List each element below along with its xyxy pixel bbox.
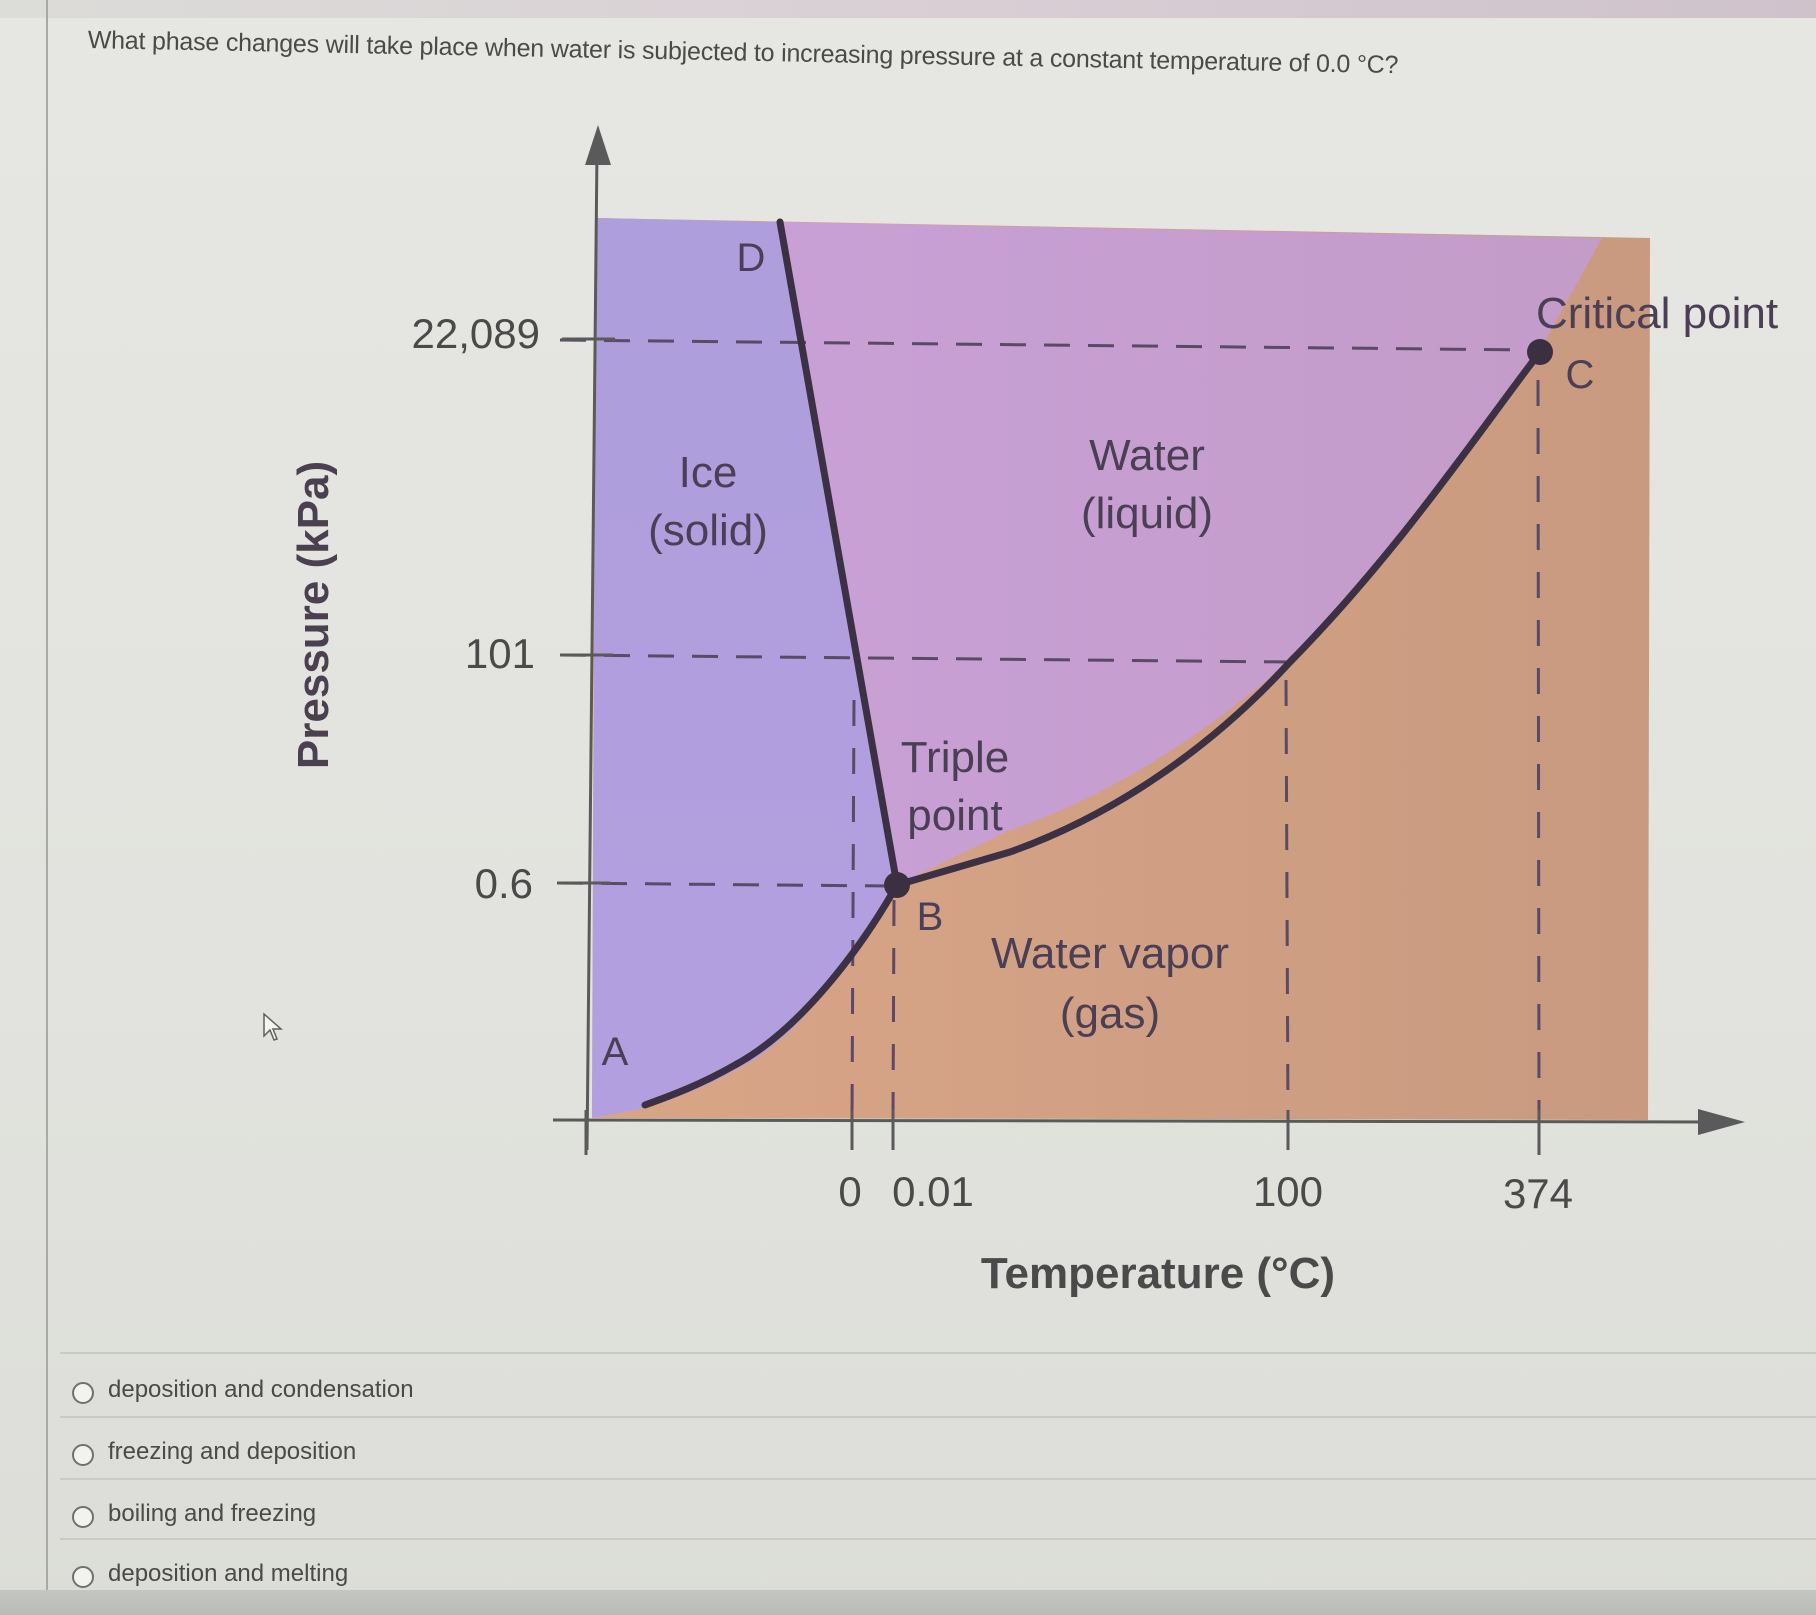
option-deposition-condensation[interactable]: deposition and condensation (60, 1362, 1816, 1422)
solid-label: (solid) (648, 506, 768, 555)
y-tick-label-101: 101 (465, 630, 535, 677)
triple-point-marker (884, 872, 910, 898)
melting-curve (776, 218, 901, 889)
y-axis-arrow (585, 125, 611, 165)
vaporization-curve (893, 348, 1544, 889)
answer-options: deposition and condensation freezing and… (60, 1340, 1816, 1615)
point-c-label: C (1566, 353, 1595, 397)
option-label[interactable]: deposition and melting (108, 1560, 349, 1587)
point-b-label: B (917, 895, 944, 939)
x-tick-label-0-01: 0.01 (892, 1168, 974, 1215)
dash-100c (1284, 679, 1290, 1119)
x-axis-title: Temperature (°C) (981, 1249, 1335, 1298)
option-divider (60, 1352, 1816, 1354)
option-divider (60, 1538, 1816, 1540)
option-boiling-freezing[interactable]: boiling and freezing (60, 1486, 1816, 1546)
solid-region (592, 218, 897, 1118)
liquid-region (780, 222, 1602, 885)
x-axis-arrow (1698, 1109, 1745, 1135)
gas-label: (gas) (1060, 989, 1160, 1038)
y-axis-title: Pressure (kPa) (289, 461, 338, 769)
x-tick-label-100: 100 (1253, 1168, 1323, 1215)
triple-point-label-1: Triple (901, 733, 1009, 782)
option-label[interactable]: boiling and freezing (108, 1500, 317, 1527)
bottom-edge (0, 1590, 1816, 1615)
radio-button[interactable] (72, 1382, 94, 1404)
phase-diagram-svg: 22,089 101 0.6 0 0.01 100 374 Temperatur… (289, 125, 1778, 1298)
x-axis (552, 1118, 1711, 1124)
ice-label: Ice (679, 448, 738, 497)
water-vapor-label: Water vapor (991, 929, 1229, 978)
phase-diagram: 22,089 101 0.6 0 0.01 100 374 Temperatur… (289, 125, 1778, 1298)
dash-101 (559, 653, 1291, 664)
y-axis (585, 149, 599, 1151)
left-border (46, 0, 48, 1615)
water-label: Water (1089, 431, 1205, 480)
y-tick-label-22089: 22,089 (412, 310, 540, 357)
option-divider (60, 1416, 1816, 1418)
critical-point-marker (1527, 339, 1553, 365)
dash-22089 (559, 338, 1531, 352)
option-deposition-melting[interactable]: deposition and melting (60, 1546, 1816, 1606)
y-tick-label-0-6: 0.6 (475, 860, 533, 907)
top-strip (0, 0, 1816, 18)
dash-0c (850, 699, 856, 1119)
radio-button[interactable] (72, 1444, 94, 1466)
option-label[interactable]: freezing and deposition (108, 1438, 357, 1465)
sublimation-curve (641, 881, 901, 1109)
critical-point-label: Critical point (1536, 289, 1778, 338)
radio-button[interactable] (72, 1566, 94, 1588)
option-divider (60, 1478, 1816, 1480)
point-a-label: A (602, 1030, 629, 1074)
liquid-label: (liquid) (1081, 489, 1213, 538)
mouse-cursor-icon (263, 1012, 283, 1041)
option-freezing-deposition[interactable]: freezing and deposition (60, 1424, 1816, 1484)
option-label[interactable]: deposition and condensation (108, 1376, 414, 1403)
triple-point-label-2: point (907, 791, 1002, 840)
dash-0-6 (556, 881, 891, 888)
point-d-label: D (737, 236, 766, 280)
dash-001c (891, 899, 896, 1119)
x-tick-label-0: 0 (838, 1168, 861, 1215)
radio-button[interactable] (72, 1506, 94, 1528)
x-tick-label-374: 374 (1503, 1170, 1573, 1217)
